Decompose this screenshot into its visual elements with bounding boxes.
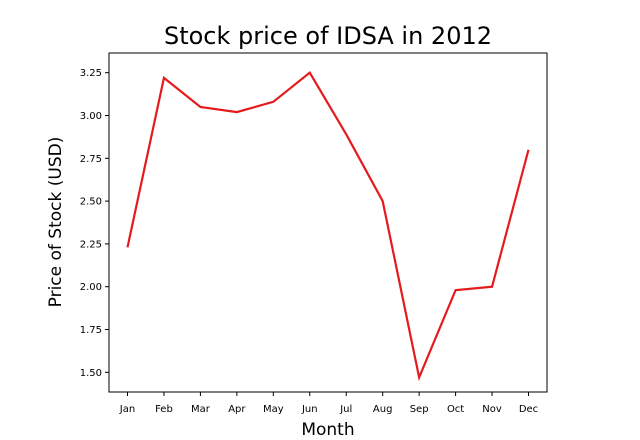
- x-tick-label: Jul: [339, 404, 352, 415]
- y-tick-label: 1.75: [80, 325, 102, 336]
- series-layer: [126, 71, 530, 382]
- chart-title: Stock price of IDSA in 2012: [164, 22, 492, 50]
- x-tick-label: Aug: [373, 404, 393, 415]
- y-tick-label: 2.25: [80, 239, 102, 250]
- x-tick-label: Jun: [301, 404, 318, 415]
- x-tick-label: Nov: [482, 404, 502, 415]
- x-tick-label: Mar: [191, 404, 211, 415]
- x-axis-ticks: Jan Feb Mar Apr May Jun Jul Aug Sep Oct Nov Dec: [119, 392, 538, 415]
- y-axis-title: Price of Stock (USD): [46, 137, 66, 308]
- y-tick-label: 2.00: [80, 282, 102, 293]
- plot-area-frame: [108, 52, 548, 393]
- x-tick-label: May: [263, 404, 284, 415]
- y-tick-label: 2.50: [80, 197, 102, 208]
- x-tick-label: Apr: [228, 404, 246, 415]
- y-tick-label: 1.50: [80, 368, 102, 379]
- x-tick-label: Dec: [519, 404, 538, 415]
- y-tick-label: 3.25: [80, 68, 102, 79]
- x-axis-title: Month: [301, 420, 354, 440]
- x-tick-label: Oct: [447, 404, 464, 415]
- x-tick-label: Feb: [155, 404, 173, 415]
- y-tick-label: 2.75: [80, 154, 102, 165]
- x-tick-label: Jan: [119, 404, 135, 415]
- x-tick-label: Sep: [410, 404, 429, 415]
- series-line: [126, 71, 530, 382]
- y-tick-label: 3.00: [80, 111, 102, 122]
- y-axis-ticks: 1.50 1.75 2.00 2.25 2.50 2.75 3.00 3.25: [80, 68, 109, 379]
